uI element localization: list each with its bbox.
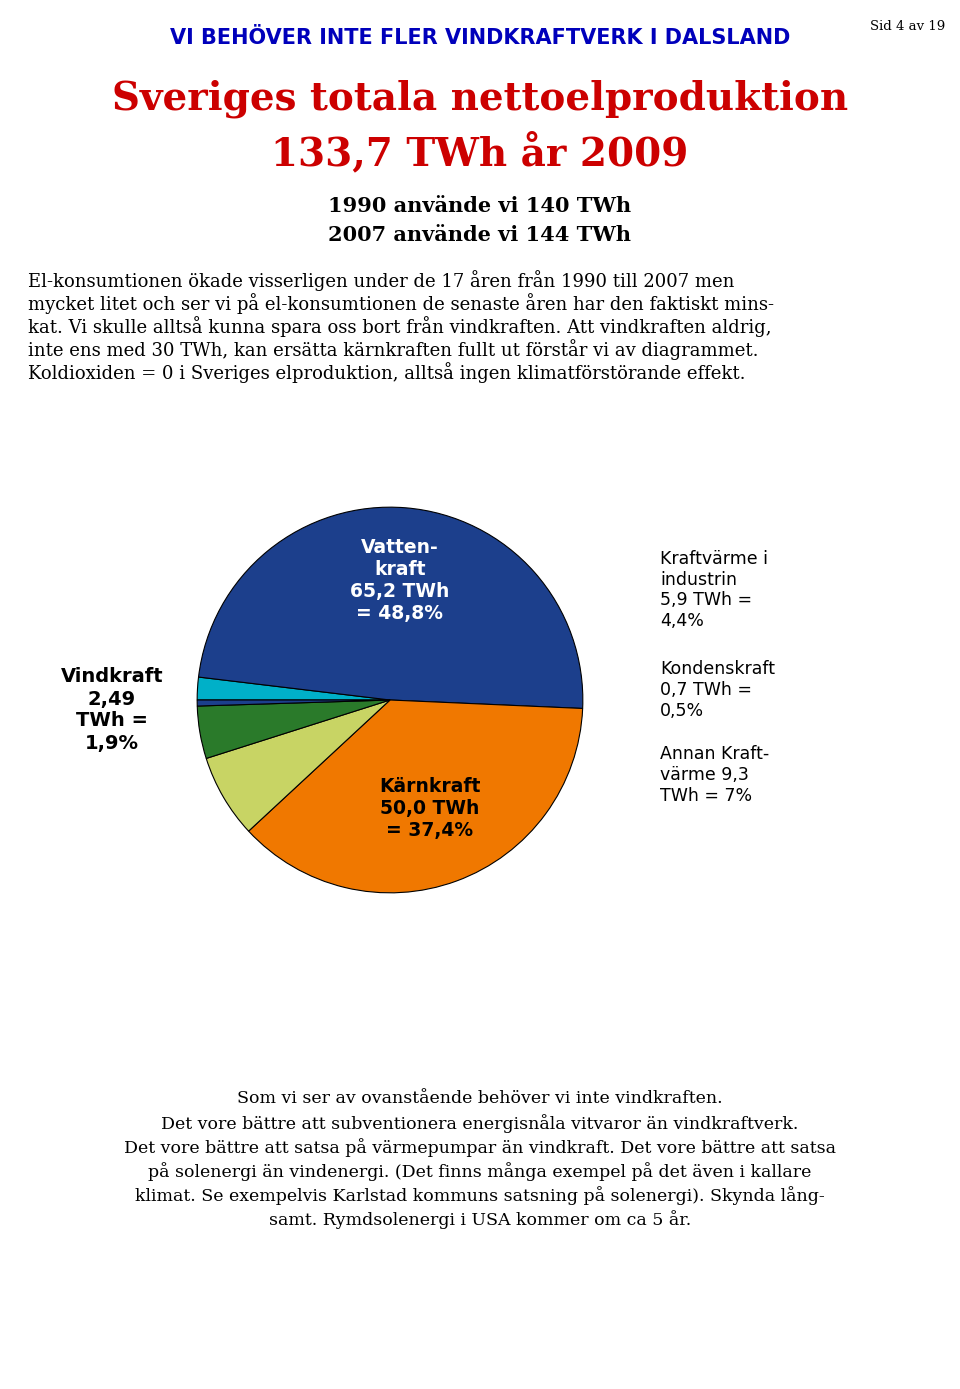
Text: Sveriges totala nettoelproduktion: Sveriges totala nettoelproduktion [112, 81, 848, 118]
Wedge shape [197, 676, 390, 700]
Wedge shape [197, 700, 390, 706]
Text: Vatten-
kraft
65,2 TWh
= 48,8%: Vatten- kraft 65,2 TWh = 48,8% [350, 539, 449, 624]
Wedge shape [199, 507, 583, 708]
Text: Kärnkraft
50,0 TWh
= 37,4%: Kärnkraft 50,0 TWh = 37,4% [379, 776, 481, 840]
Text: Vindkraft
2,49
TWh =
1,9%: Vindkraft 2,49 TWh = 1,9% [60, 668, 163, 753]
Text: kat. Vi skulle alltså kunna spara oss bort från vindkraften. Att vindkraften ald: kat. Vi skulle alltså kunna spara oss bo… [28, 317, 772, 338]
Text: Sid 4 av 19: Sid 4 av 19 [870, 19, 945, 33]
Text: 133,7 TWh år 2009: 133,7 TWh år 2009 [272, 132, 688, 174]
Text: samt. Rymdsolenergi i USA kommer om ca 5 år.: samt. Rymdsolenergi i USA kommer om ca 5… [269, 1210, 691, 1229]
Wedge shape [249, 700, 583, 893]
Text: El-konsumtionen ökade visserligen under de 17 åren från 1990 till 2007 men: El-konsumtionen ökade visserligen under … [28, 269, 734, 290]
Text: Som vi ser av ovanstående behöver vi inte vindkraften.: Som vi ser av ovanstående behöver vi int… [237, 1090, 723, 1107]
Text: klimat. Se exempelvis Karlstad kommuns satsning på solenergi). Skynda lång-: klimat. Se exempelvis Karlstad kommuns s… [135, 1186, 825, 1204]
Text: Annan Kraft-
värme 9,3
TWh = 7%: Annan Kraft- värme 9,3 TWh = 7% [660, 746, 769, 804]
Text: på solenergi än vindenergi. (Det finns många exempel på det även i kallare: på solenergi än vindenergi. (Det finns m… [148, 1163, 812, 1181]
Text: 2007 använde vi 144 TWh: 2007 använde vi 144 TWh [328, 225, 632, 244]
Text: inte ens med 30 TWh, kan ersätta kärnkraften fullt ut förstår vi av diagrammet.: inte ens med 30 TWh, kan ersätta kärnkra… [28, 339, 758, 360]
Wedge shape [206, 700, 390, 831]
Text: Det vore bättre att satsa på värmepumpar än vindkraft. Det vore bättre att satsa: Det vore bättre att satsa på värmepumpar… [124, 1138, 836, 1157]
Text: VI BEHÖVER INTE FLER VINDKRAFTVERK I DALSLAND: VI BEHÖVER INTE FLER VINDKRAFTVERK I DAL… [170, 28, 790, 49]
Wedge shape [197, 700, 390, 758]
Text: Kraftvärme i
industrin
5,9 TWh =
4,4%: Kraftvärme i industrin 5,9 TWh = 4,4% [660, 550, 768, 631]
Text: mycket litet och ser vi på el-konsumtionen de senaste åren har den faktiskt mins: mycket litet och ser vi på el-konsumtion… [28, 293, 774, 314]
Text: 1990 använde vi 140 TWh: 1990 använde vi 140 TWh [328, 196, 632, 217]
Text: Koldioxiden = 0 i Sveriges elproduktion, alltså ingen klimatförstörande effekt.: Koldioxiden = 0 i Sveriges elproduktion,… [28, 363, 746, 383]
Text: Det vore bättre att subventionera energisnåla vitvaror än vindkraftverk.: Det vore bättre att subventionera energi… [161, 1114, 799, 1133]
Text: Kondenskraft
0,7 TWh =
0,5%: Kondenskraft 0,7 TWh = 0,5% [660, 660, 775, 720]
